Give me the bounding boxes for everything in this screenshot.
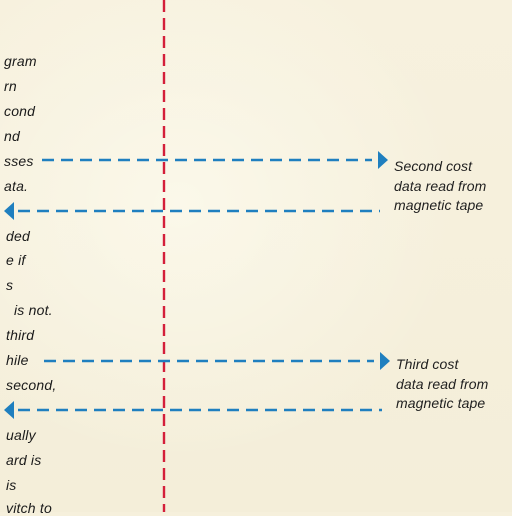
left-text-line: ard is (6, 452, 42, 468)
second-cost-caption-line: Second cost (394, 158, 473, 174)
left-text-line: second, (6, 377, 57, 393)
left-arrow-icon (4, 202, 14, 220)
third-cost-caption-line: data read from (396, 376, 489, 392)
left-text-line: is (6, 477, 17, 493)
third-cost-caption-line: Third cost (396, 356, 459, 372)
right-arrow-icon (380, 352, 390, 370)
left-text-line: third (6, 327, 35, 343)
left-text-line: cond (4, 103, 36, 119)
left-text-line: sses (4, 153, 34, 169)
left-text-line: rn (4, 78, 17, 94)
left-text-line: ata. (4, 178, 29, 194)
left-text-line: nd (4, 128, 20, 144)
right-arrow-icon (378, 151, 388, 169)
left-text-line: s (6, 277, 14, 293)
second-cost-caption-line: magnetic tape (394, 197, 484, 213)
left-text-line: e if (6, 252, 26, 268)
third-cost-caption-line: magnetic tape (396, 395, 486, 411)
left-text-line: hile (6, 352, 29, 368)
left-text-line: gram (4, 53, 37, 69)
left-arrow-icon (4, 401, 14, 419)
left-text-line: is not. (14, 302, 53, 318)
left-text-line: ually (6, 427, 36, 443)
second-cost-caption-line: data read from (394, 178, 487, 194)
left-text-line: ded (6, 228, 30, 244)
